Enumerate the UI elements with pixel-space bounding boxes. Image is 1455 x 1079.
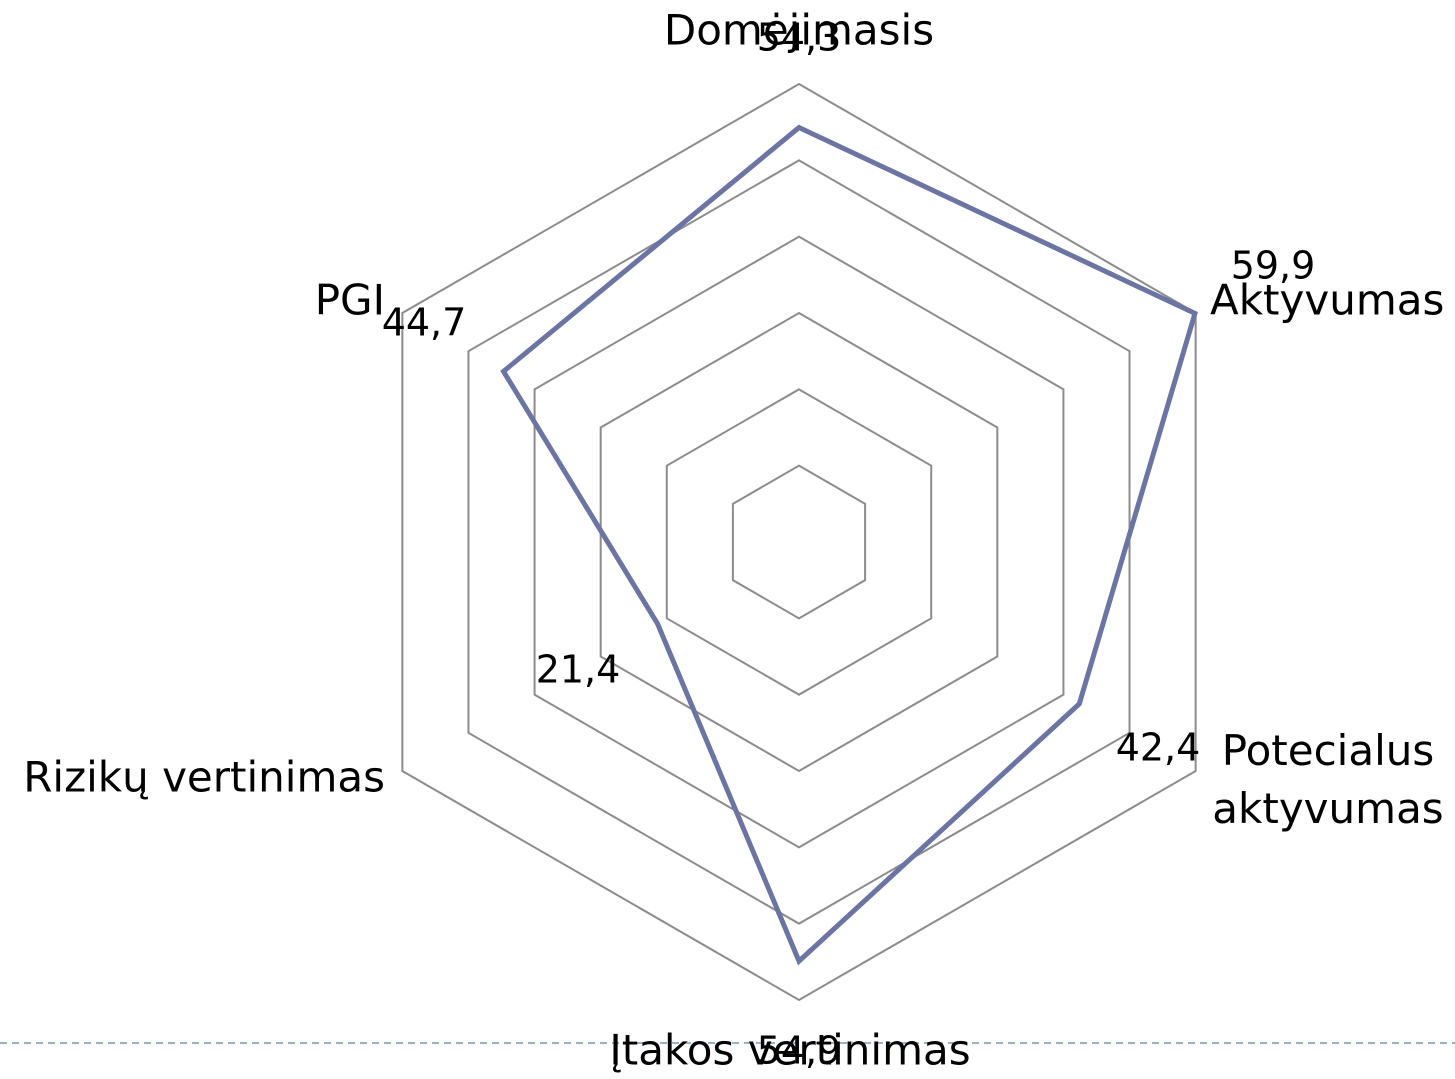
series-line [500,124,1198,966]
value-label: 44,7 [382,301,467,345]
grid-ring [401,82,1197,1002]
grid-ring [665,388,933,696]
value-label: 54,9 [757,1029,842,1073]
grid-ring [533,235,1065,849]
category-label: PGI [315,276,385,325]
category-label: Potecialus aktyvumas [1212,726,1444,833]
grid-ring [731,464,867,620]
value-label: 59,9 [1231,244,1316,288]
category-label: Domėjimasis [664,6,934,55]
value-label: 54,3 [757,16,842,60]
value-label: 21,4 [536,648,621,692]
category-label: Įtakos vertinimas [609,1026,970,1075]
grid-ring [599,311,999,773]
value-label: 42,4 [1116,726,1201,770]
category-label: Aktyvumas [1210,276,1444,325]
grid-ring [467,159,1131,925]
category-label: Rizikų vertinimas [23,753,385,802]
